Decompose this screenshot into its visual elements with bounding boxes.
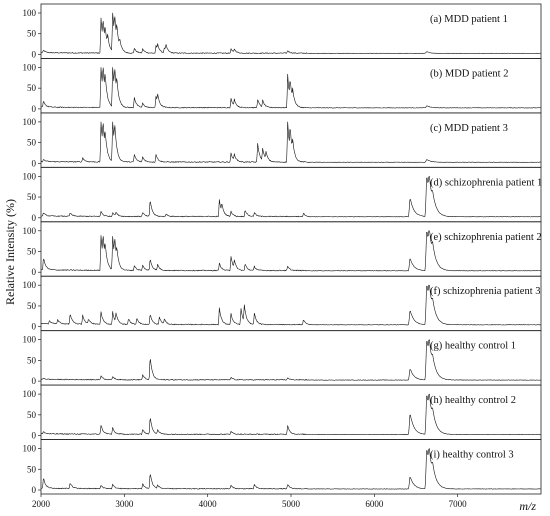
y-tick-label: 0 bbox=[32, 431, 37, 441]
panel-label: (d) schizophrenia patient 1 bbox=[430, 177, 542, 188]
y-tick-label: 50 bbox=[27, 192, 37, 202]
y-tick-label: 0 bbox=[32, 213, 37, 223]
panel-label: (b) MDD patient 2 bbox=[430, 68, 508, 79]
spectrum-trace bbox=[40, 339, 542, 381]
y-tick-label: 50 bbox=[27, 138, 37, 148]
panel-label: (c) MDD patient 3 bbox=[430, 123, 508, 134]
panel-label: (a) MDD patient 1 bbox=[430, 14, 508, 25]
panel-frame bbox=[40, 166, 542, 223]
panel-frame bbox=[40, 384, 542, 440]
panel-frame bbox=[40, 439, 542, 495]
panel-1: 0 50 100 (a) MDD patient 1 bbox=[23, 3, 542, 59]
y-tick-label: 100 bbox=[23, 335, 37, 345]
spectrum-trace bbox=[40, 230, 542, 272]
x-axis-title: m/z bbox=[519, 499, 536, 513]
panel-6: 0 50 100 (f) schizophrenia patient 3 bbox=[23, 275, 542, 332]
panel-7: 0 50 100 (g) healthy control 1 bbox=[23, 330, 542, 386]
y-tick-label: 100 bbox=[23, 226, 37, 236]
x-axis: 2000 3000 4000 5000 6000 7000 bbox=[32, 494, 467, 509]
y-tick-label: 0 bbox=[32, 485, 37, 495]
panel-frame bbox=[40, 3, 542, 59]
spectrum-trace bbox=[40, 121, 542, 163]
spectrum-trace bbox=[40, 67, 542, 109]
spectrum-trace bbox=[40, 284, 542, 326]
panel-frame bbox=[40, 275, 542, 332]
y-tick-label: 100 bbox=[23, 8, 37, 18]
y-tick-label: 50 bbox=[27, 464, 37, 474]
y-tick-label: 0 bbox=[32, 104, 37, 114]
x-tick-label: 2000 bbox=[32, 499, 51, 509]
y-tick-label: 0 bbox=[32, 322, 37, 332]
spectrum-trace bbox=[40, 12, 542, 54]
panel-5: 0 50 100 (e) schizophrenia patient 2 bbox=[23, 221, 542, 277]
x-tick-label: 5000 bbox=[282, 499, 301, 509]
spectrum-trace bbox=[40, 176, 542, 218]
y-tick-label: 50 bbox=[27, 83, 37, 93]
y-tick-label: 0 bbox=[32, 267, 37, 277]
panel-8: 0 50 100 (h) healthy control 2 bbox=[23, 384, 542, 441]
x-tick-label: 6000 bbox=[365, 499, 384, 509]
panels-group: 0 50 100 (a) MDD patient 1 0 50 100 (b) MDD pat… bbox=[23, 3, 542, 495]
panel-label: (f) schizophrenia patient 3 bbox=[430, 286, 541, 297]
y-tick-label: 100 bbox=[23, 62, 37, 72]
panel-frame bbox=[40, 330, 542, 386]
y-tick-label: 50 bbox=[27, 355, 37, 365]
y-tick-label: 50 bbox=[27, 410, 37, 420]
y-tick-label: 0 bbox=[32, 376, 37, 386]
y-tick-label: 50 bbox=[27, 301, 37, 311]
y-tick-label: 100 bbox=[23, 171, 37, 181]
y-tick-label: 50 bbox=[27, 29, 37, 39]
panel-label: (h) healthy control 2 bbox=[430, 395, 516, 406]
y-tick-label: 0 bbox=[32, 158, 37, 168]
panel-4: 0 50 100 (d) schizophrenia patient 1 bbox=[23, 166, 542, 223]
x-tick-label: 3000 bbox=[115, 499, 134, 509]
panel-label: (g) healthy control 1 bbox=[430, 341, 516, 352]
y-tick-label: 100 bbox=[23, 389, 37, 399]
y-tick-label: 100 bbox=[23, 444, 37, 454]
spectrum-trace bbox=[40, 448, 542, 490]
panel-3: 0 50 100 (c) MDD patient 3 bbox=[23, 112, 542, 168]
y-tick-label: 50 bbox=[27, 247, 37, 257]
x-tick-label: 7000 bbox=[449, 499, 468, 509]
y-tick-label: 100 bbox=[23, 280, 37, 290]
panel-label: (e) schizophrenia patient 2 bbox=[430, 232, 542, 243]
x-tick-label: 4000 bbox=[199, 499, 218, 509]
y-tick-label: 0 bbox=[32, 49, 37, 59]
y-tick-label: 100 bbox=[23, 117, 37, 127]
spectrum-trace bbox=[40, 393, 542, 436]
panel-label: (i) healthy control 3 bbox=[430, 450, 514, 461]
y-axis-title: Relative Intensity (%) bbox=[3, 199, 17, 305]
panel-2: 0 50 100 (b) MDD patient 2 bbox=[23, 58, 542, 114]
panel-9: 0 50 100 (i) healthy control 3 bbox=[23, 439, 542, 495]
